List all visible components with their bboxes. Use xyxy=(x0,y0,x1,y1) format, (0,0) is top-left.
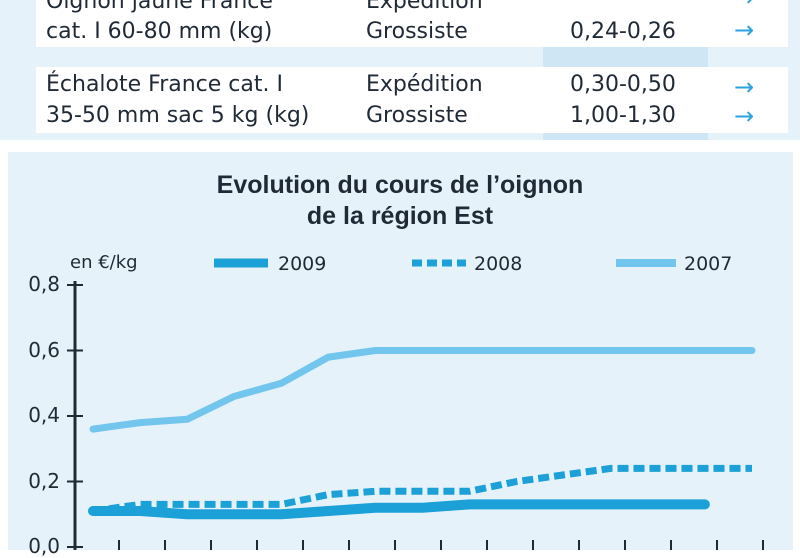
trend-arrow-icon: → xyxy=(734,73,755,101)
legend-label-2009: 2009 xyxy=(278,253,327,275)
y-tick-label: 0,6 xyxy=(28,337,60,362)
chart-title-line2: de la région Est xyxy=(306,202,494,230)
price-value: 0,24-0,26 xyxy=(570,19,676,44)
product-label-line2: cat. I 60-80 mm (kg) xyxy=(46,19,273,44)
price-value: 1,00-1,30 xyxy=(570,103,676,128)
stage-label: Expédition xyxy=(366,0,483,14)
product-label-line2: 35-50 mm sac 5 kg (kg) xyxy=(46,103,310,128)
y-tick-label: 0,4 xyxy=(28,403,60,427)
trend-arrow-icon: → xyxy=(734,16,755,44)
product-label-line1: Échalote France cat. I xyxy=(46,72,283,97)
table-row-onion: Oignon jaune France cat. I 60-80 mm (kg)… xyxy=(36,0,788,47)
y-axis-unit-label: en €/kg xyxy=(70,252,138,273)
product-label-line1: Oignon jaune France xyxy=(46,0,273,14)
table-row-shallot: Échalote France cat. I 35-50 mm sac 5 kg… xyxy=(36,67,788,133)
trend-arrow-icon: → xyxy=(734,0,754,14)
trend-arrow-icon: → xyxy=(734,102,755,130)
y-tick-label: 0,8 xyxy=(28,272,60,296)
series-line-2007 xyxy=(89,347,756,433)
chart-title-line1: Evolution du cours de l’oignon xyxy=(216,171,584,199)
price-value: 0,30-0,50 xyxy=(570,72,676,97)
price-table: Oignon jaune France cat. I 60-80 mm (kg)… xyxy=(0,0,800,140)
stage-label: Expédition xyxy=(366,72,483,97)
series-line-2008 xyxy=(92,464,752,515)
series-line-2009 xyxy=(88,499,710,520)
legend-label-2007: 2007 xyxy=(684,253,733,275)
y-tick-label: 0,2 xyxy=(28,468,60,493)
stage-label: Grossiste xyxy=(366,19,468,44)
legend-label-2008: 2008 xyxy=(474,253,523,275)
stage-label: Grossiste xyxy=(366,103,468,128)
